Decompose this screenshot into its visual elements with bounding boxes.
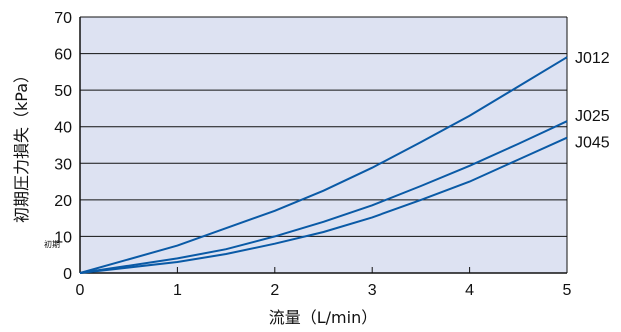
series-lines bbox=[79, 56, 568, 274]
x-tick-label: 4 bbox=[465, 282, 474, 299]
grid-lines bbox=[80, 16, 567, 237]
series-label-j025: J025 bbox=[575, 108, 610, 125]
plot-area bbox=[80, 17, 567, 273]
series-line-j012 bbox=[79, 56, 568, 274]
y-tick-label: 50 bbox=[54, 83, 72, 100]
x-tick-label: 3 bbox=[368, 282, 377, 299]
series-line-j045 bbox=[79, 136, 568, 274]
series-labels: J012 J025 J045 bbox=[575, 50, 610, 151]
axes bbox=[79, 17, 568, 274]
y-tick-label: 40 bbox=[54, 120, 72, 137]
series-line-j025 bbox=[79, 120, 568, 274]
y-tick-label: 10 bbox=[54, 229, 72, 246]
initial-note: 初期 bbox=[44, 239, 60, 249]
y-tick-labels: 0 10 20 30 40 50 60 70 bbox=[54, 10, 72, 283]
y-axis-title: 初期圧力損失（kPa） bbox=[12, 67, 31, 223]
x-tick-label: 0 bbox=[76, 282, 85, 299]
y-tick-label: 20 bbox=[54, 193, 72, 210]
y-tick-label: 60 bbox=[54, 47, 72, 64]
series-label-j045: J045 bbox=[575, 135, 610, 152]
y-tick-label: 0 bbox=[63, 266, 72, 283]
x-axis-title: 流量（L/min） bbox=[269, 308, 377, 327]
x-tick-label: 1 bbox=[173, 282, 182, 299]
y-tick-label: 70 bbox=[54, 10, 72, 27]
x-tick-label: 5 bbox=[563, 282, 572, 299]
x-tick-label: 2 bbox=[270, 282, 279, 299]
series-label-j012: J012 bbox=[575, 50, 610, 67]
y-tick-label: 30 bbox=[54, 156, 72, 173]
